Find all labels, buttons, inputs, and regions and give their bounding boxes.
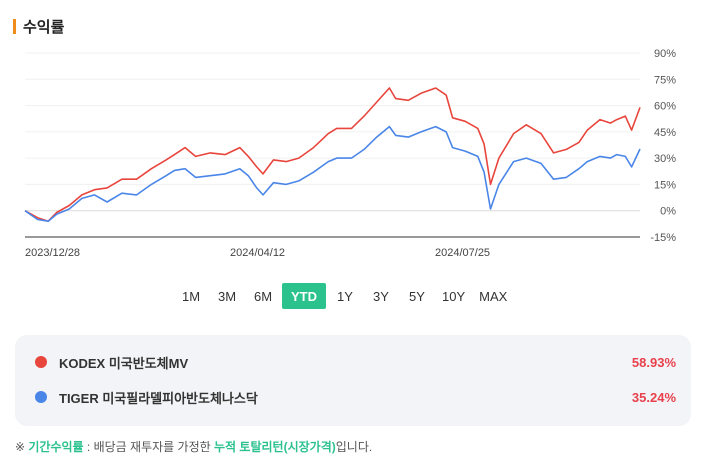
legend-dot-icon bbox=[35, 356, 47, 368]
footnote-text: : 배당금 재투자를 가정한 bbox=[83, 440, 214, 454]
footnote-term: 기간수익률 bbox=[28, 440, 84, 454]
period-button-10y[interactable]: 10Y bbox=[442, 288, 466, 304]
x-tick-label: 2024/04/12 bbox=[230, 247, 285, 259]
period-button-5y[interactable]: 5Y bbox=[409, 288, 425, 304]
y-tick-label: 0% bbox=[660, 206, 676, 218]
x-tick-label: 2023/12/28 bbox=[25, 247, 80, 259]
footnote-mark: ※ bbox=[15, 440, 29, 454]
series-line bbox=[24, 125, 641, 222]
return-summary-panel: KODEX 미국반도체MV 58.93% TIGER 미국필라델피아반도체나스닥… bbox=[15, 335, 691, 426]
period-button-6m[interactable]: 6M bbox=[253, 288, 273, 304]
y-tick-label: 30% bbox=[654, 153, 676, 165]
footnote-suffix: 입니다. bbox=[335, 440, 373, 454]
fund-name: KODEX 미국반도체MV bbox=[59, 355, 189, 371]
period-button-1m[interactable]: 1M bbox=[181, 288, 201, 304]
y-tick-label: 15% bbox=[654, 179, 676, 191]
period-button-3y[interactable]: 3Y bbox=[373, 288, 389, 304]
footnote: ※ 기간수익률 : 배당금 재투자를 가정한 누적 토탈리턴(시장가격)입니다. bbox=[15, 438, 372, 455]
title-accent-bar bbox=[13, 18, 16, 34]
section-header: 수익률 bbox=[13, 17, 65, 36]
y-tick-label: 75% bbox=[654, 74, 676, 86]
x-tick-label: 2024/07/25 bbox=[435, 247, 490, 259]
footnote-highlight: 누적 토탈리턴(시장가격) bbox=[214, 440, 336, 454]
series-line bbox=[24, 87, 641, 222]
y-tick-label: 45% bbox=[654, 127, 676, 139]
period-button-max[interactable]: MAX bbox=[479, 288, 508, 304]
fund-name: TIGER 미국필라델피아반도체나스닥 bbox=[59, 390, 258, 406]
period-button-3m[interactable]: 3M bbox=[217, 288, 237, 304]
return-line-chart: -15% 0% 15% 30% 45% 60% 75% 90% 2023/12/28 2024/0… bbox=[24, 48, 676, 259]
y-tick-label: 60% bbox=[654, 101, 676, 113]
fund-return-value: 58.93% bbox=[631, 354, 676, 370]
fund-return-value: 35.24% bbox=[631, 389, 676, 405]
period-button-1y[interactable]: 1Y bbox=[337, 288, 353, 304]
y-tick-label: -15% bbox=[650, 232, 676, 244]
period-selector: 1M 3M 6M YTD 1Y 3Y 5Y 10Y MAX bbox=[174, 283, 515, 309]
legend-item: TIGER 미국필라델피아반도체나스닥 35.24% bbox=[15, 387, 691, 407]
legend-dot-icon bbox=[35, 391, 47, 403]
period-button-ytd[interactable]: YTD bbox=[282, 283, 326, 309]
y-tick-label: 90% bbox=[654, 48, 676, 60]
legend-item: KODEX 미국반도체MV 58.93% bbox=[15, 352, 691, 372]
section-title: 수익률 bbox=[23, 18, 65, 36]
